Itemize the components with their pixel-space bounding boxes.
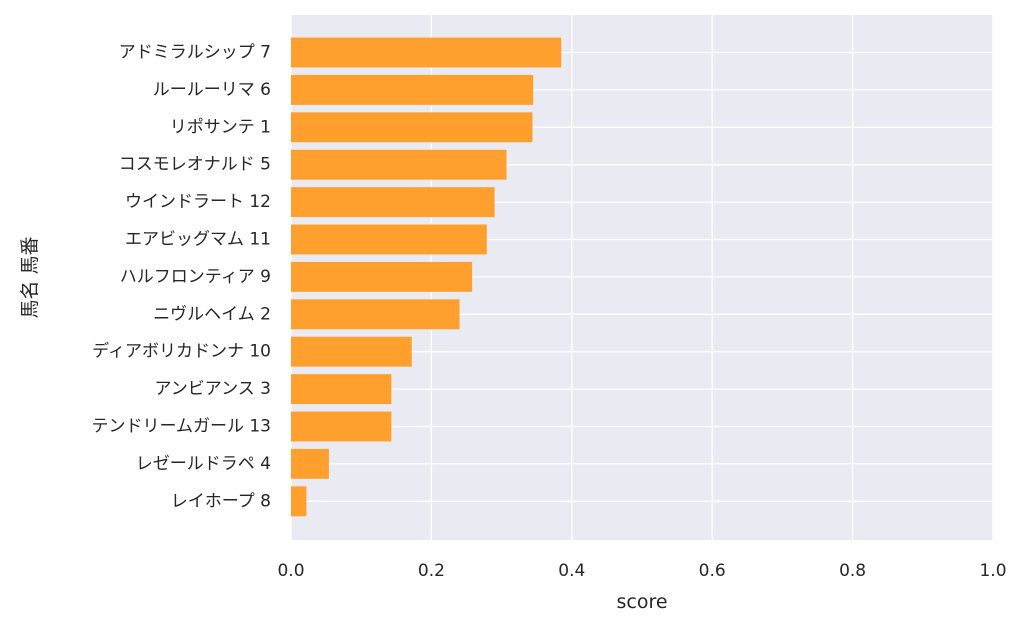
bar [291,224,487,255]
bar [291,74,534,105]
x-tick-labels: 0.0 0.2 0.4 0.6 0.8 1.0 [277,561,1006,581]
bar [291,112,533,143]
x-tick-label: 0.0 [277,561,304,581]
x-tick-label: 1.0 [979,561,1006,581]
bar [291,411,392,442]
y-tick-label: ディアボリカドンナ 10 [92,341,271,362]
y-axis-title: 馬名 馬番 [19,236,41,318]
bar [291,261,473,292]
y-tick-label: ウインドラート 12 [125,192,271,212]
y-tick-label: エアビッグマム 11 [125,230,271,250]
y-tick-label: レゼールドラペ 4 [136,454,271,474]
y-tick-label: アドミラルシップ 7 [119,43,271,63]
bar [291,149,507,180]
y-tick-label: アンビアンス 3 [154,379,271,399]
y-tick-label: ハルフロンティア 9 [120,267,271,287]
bar [291,486,307,517]
bar [291,299,460,330]
bar [291,37,562,68]
bar [291,374,392,405]
y-tick-label: ニヴルヘイム 2 [153,304,271,324]
y-tick-label: テンドリームガール 13 [91,417,271,437]
bar [291,187,495,218]
x-axis-title: score [616,591,667,613]
y-tick-label: ルールーリマ 6 [153,80,271,100]
x-tick-label: 0.4 [558,561,585,581]
y-tick-label: レイホープ 8 [171,491,271,511]
y-tick-label: コスモレオナルド 5 [119,155,271,175]
y-tick-labels: アドミラルシップ 7 ルールーリマ 6 リポサンテ 1 コスモレオナルド 5 ウインドラ… [91,43,271,512]
x-tick-label: 0.8 [839,561,866,581]
x-tick-label: 0.6 [699,561,726,581]
bar [291,448,329,479]
y-tick-label: リポサンテ 1 [170,117,271,137]
bars [291,37,562,517]
bar [291,336,412,367]
x-tick-label: 0.2 [418,561,445,581]
